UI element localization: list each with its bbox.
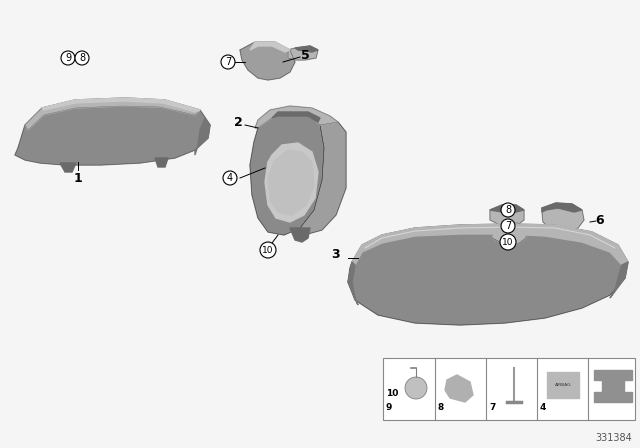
Text: 3: 3 bbox=[331, 249, 339, 262]
Text: 4: 4 bbox=[540, 404, 547, 413]
Polygon shape bbox=[490, 205, 524, 212]
Text: 8: 8 bbox=[79, 53, 85, 63]
Text: 10: 10 bbox=[502, 237, 514, 246]
Polygon shape bbox=[272, 112, 320, 122]
Polygon shape bbox=[542, 203, 584, 232]
Circle shape bbox=[501, 203, 515, 217]
Circle shape bbox=[75, 51, 89, 65]
Text: 7: 7 bbox=[505, 221, 511, 231]
Text: 10: 10 bbox=[386, 389, 398, 399]
Text: 7: 7 bbox=[489, 404, 495, 413]
Circle shape bbox=[260, 242, 276, 258]
Text: 6: 6 bbox=[596, 214, 604, 227]
Text: 9: 9 bbox=[65, 53, 71, 63]
Polygon shape bbox=[155, 158, 168, 167]
Polygon shape bbox=[255, 106, 338, 128]
Circle shape bbox=[500, 234, 516, 250]
Circle shape bbox=[61, 51, 75, 65]
Text: AIRBAG: AIRBAG bbox=[555, 383, 572, 387]
Text: 1: 1 bbox=[74, 172, 83, 185]
Polygon shape bbox=[240, 42, 295, 80]
Text: 5: 5 bbox=[301, 48, 309, 61]
Polygon shape bbox=[445, 375, 473, 402]
Polygon shape bbox=[15, 98, 210, 165]
Polygon shape bbox=[295, 46, 318, 52]
Circle shape bbox=[501, 219, 515, 233]
Polygon shape bbox=[265, 143, 318, 222]
Polygon shape bbox=[288, 46, 318, 60]
Polygon shape bbox=[195, 118, 210, 155]
Bar bbox=[383, 358, 635, 420]
Polygon shape bbox=[542, 203, 582, 212]
Polygon shape bbox=[250, 112, 324, 235]
Polygon shape bbox=[300, 122, 346, 235]
Circle shape bbox=[405, 377, 427, 399]
Text: 8: 8 bbox=[505, 205, 511, 215]
Polygon shape bbox=[268, 150, 314, 215]
Polygon shape bbox=[42, 98, 200, 112]
Polygon shape bbox=[594, 370, 632, 402]
Polygon shape bbox=[60, 163, 76, 172]
Text: 7: 7 bbox=[225, 57, 231, 67]
Polygon shape bbox=[348, 262, 358, 305]
Polygon shape bbox=[290, 228, 310, 242]
Polygon shape bbox=[250, 42, 290, 52]
Text: 4: 4 bbox=[227, 173, 233, 183]
Circle shape bbox=[223, 171, 237, 185]
Text: 9: 9 bbox=[386, 404, 392, 413]
Polygon shape bbox=[348, 224, 628, 325]
Text: 331384: 331384 bbox=[595, 433, 632, 443]
Text: 10: 10 bbox=[262, 246, 274, 254]
Circle shape bbox=[221, 55, 235, 69]
Polygon shape bbox=[490, 205, 524, 226]
Text: 8: 8 bbox=[438, 404, 444, 413]
Polygon shape bbox=[547, 372, 579, 398]
Polygon shape bbox=[492, 223, 526, 244]
Polygon shape bbox=[25, 98, 200, 130]
Polygon shape bbox=[610, 262, 628, 298]
Polygon shape bbox=[352, 224, 628, 265]
Text: 2: 2 bbox=[234, 116, 243, 129]
